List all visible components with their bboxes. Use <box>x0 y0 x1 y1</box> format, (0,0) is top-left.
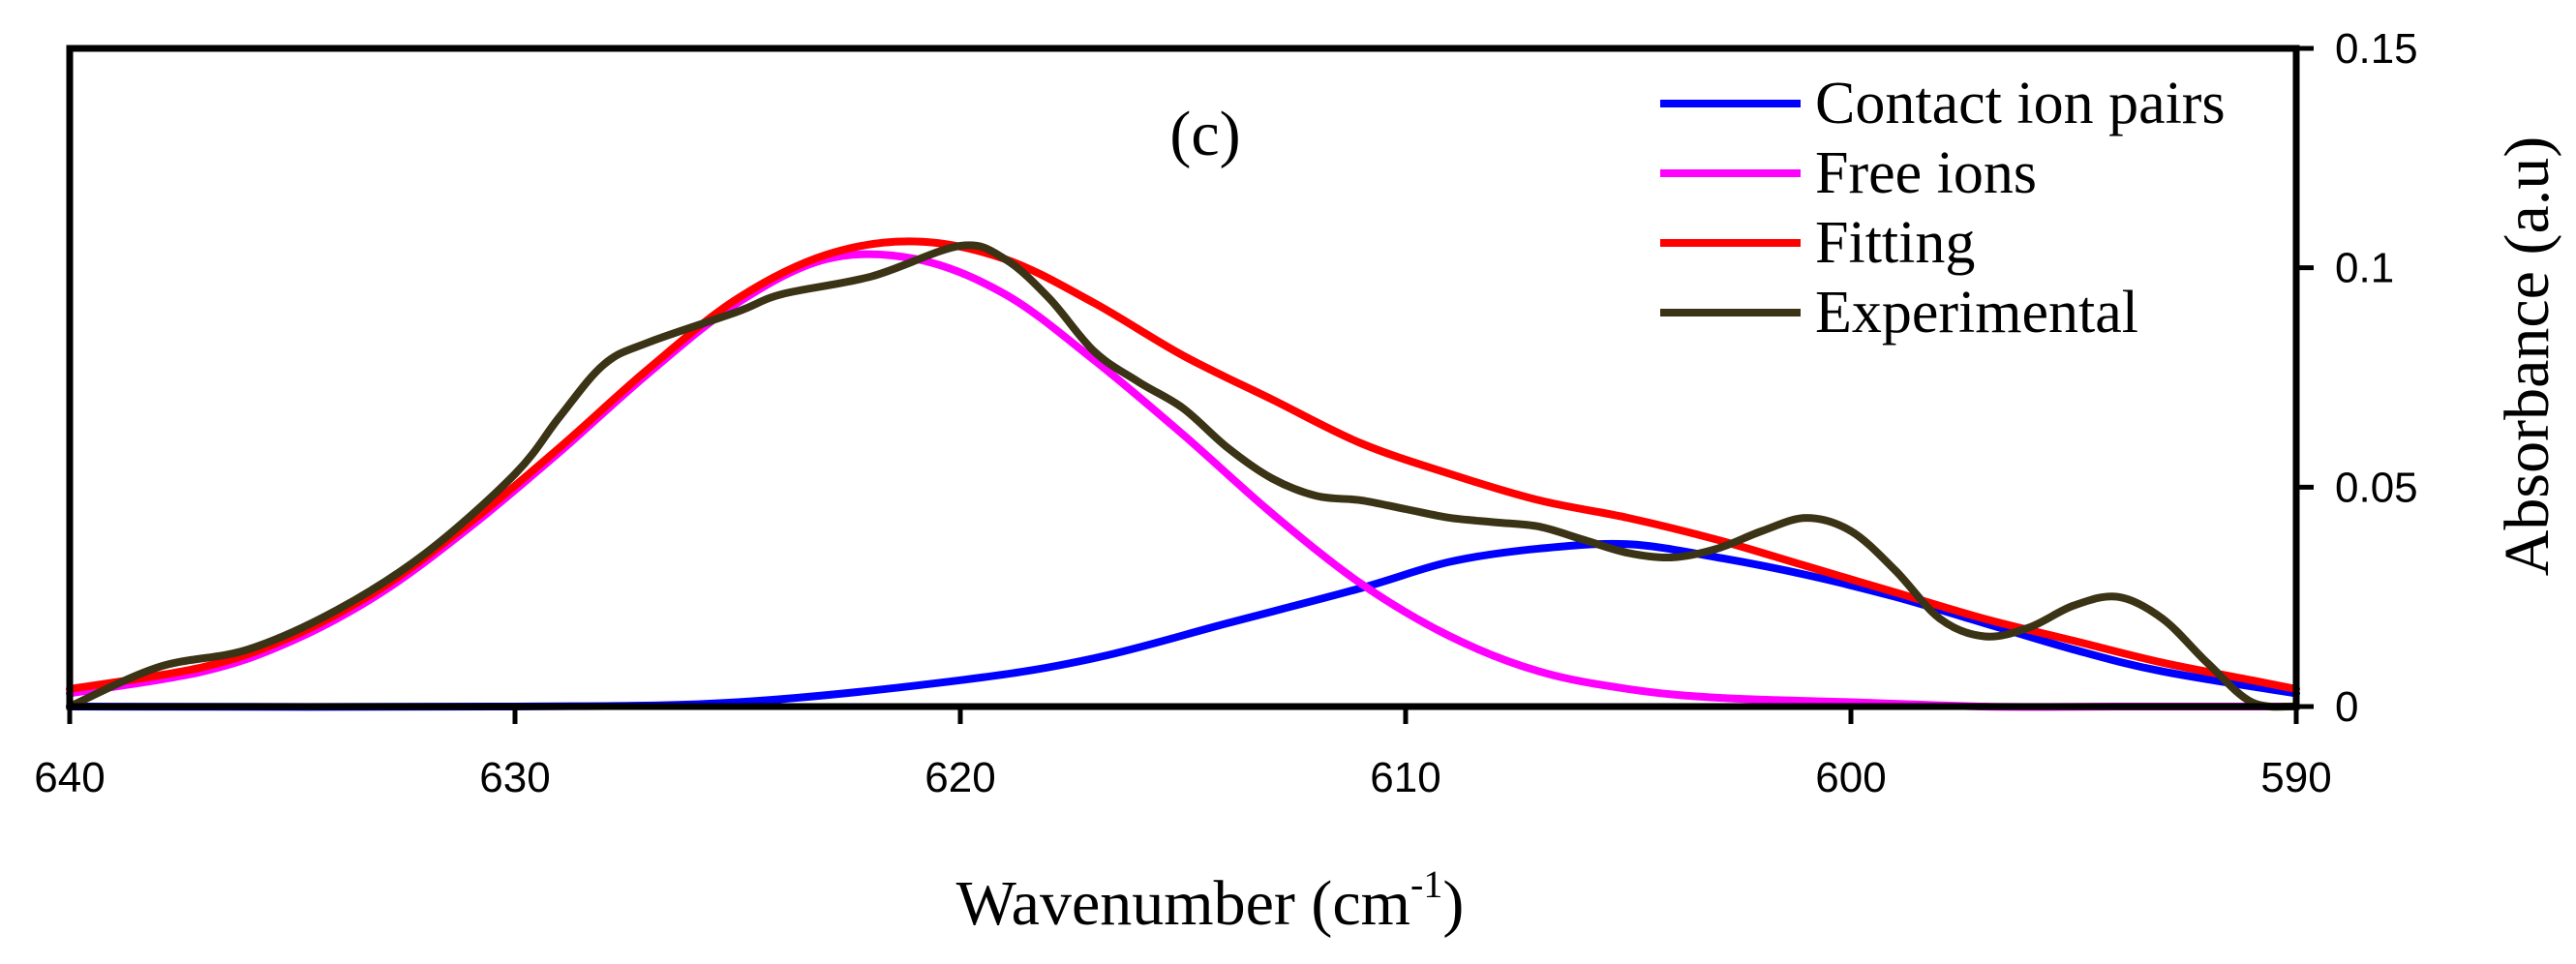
series-line-fitting <box>66 237 2300 693</box>
x-axis-ticks: 640 630 620 610 600 590 <box>34 707 2332 801</box>
legend-label-free-ions: Free ions <box>1815 140 2037 206</box>
x-axis-title-suffix: ) <box>1442 868 1464 939</box>
x-tick-label: 600 <box>1815 754 1886 801</box>
x-tick-label: 620 <box>924 754 995 801</box>
y-tick-label: 0.15 <box>2335 25 2418 73</box>
y-tick-label: 0.1 <box>2335 245 2394 292</box>
x-tick-label: 630 <box>479 754 550 801</box>
x-tick-label: 610 <box>1370 754 1440 801</box>
legend-label-fitting: Fitting <box>1815 210 1975 276</box>
y-tick-label: 0 <box>2335 683 2358 731</box>
x-axis-title-sup: -1 <box>1410 862 1442 906</box>
plot-frame <box>66 45 2300 710</box>
series-line-experimental <box>66 241 2300 711</box>
x-axis-title: Wavenumber (cm-1) <box>956 862 1465 939</box>
panel-label: (c) <box>1169 99 1240 169</box>
legend-label-experimental: Experimental <box>1815 280 2138 346</box>
x-tick-label: 590 <box>2260 754 2331 801</box>
y-tick-label: 0.05 <box>2335 464 2418 511</box>
legend-label-contact-ion-pairs: Contact ion pairs <box>1815 71 2226 136</box>
y-axis-ticks: 0 0.05 0.1 0.15 <box>2296 25 2418 731</box>
x-tick-label: 640 <box>34 754 105 801</box>
y-axis-title: Absorbance (a.u) <box>2492 136 2562 576</box>
x-axis-title-main: Wavenumber (cm <box>956 868 1410 939</box>
